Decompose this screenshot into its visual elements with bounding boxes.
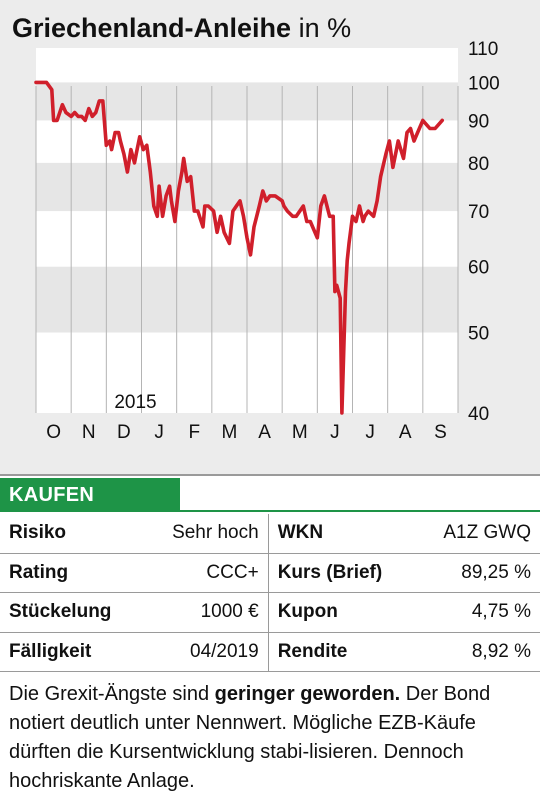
commentary-part1: Die Grexit-Ängste sind	[9, 683, 215, 705]
info-label: Fälligkeit	[0, 632, 130, 672]
y-tick-label: 100	[468, 73, 500, 94]
x-tick-label: D	[117, 422, 131, 443]
y-tick-label: 80	[468, 154, 489, 175]
bond-info-table: Risiko Sehr hoch WKN A1Z GWQ Rating CCC+ Kurs …	[0, 514, 540, 672]
info-row: Stückelung 1000 € Kupon 4,75 %	[0, 592, 540, 633]
x-tick-label: A	[258, 422, 271, 443]
x-tick-label: O	[46, 422, 61, 443]
commentary-part2: Der Bond notiert deutlich unter Nennwert…	[9, 683, 491, 792]
info-value: CCC+	[129, 553, 269, 593]
x-tick-label: M	[292, 422, 308, 443]
x-tick-label: S	[434, 422, 447, 443]
chart-title-unit: in %	[298, 13, 352, 43]
verdict-badge: KAUFEN	[0, 478, 180, 512]
section-divider	[0, 474, 540, 476]
info-value: 04/2019	[129, 632, 269, 672]
y-tick-label: 70	[468, 202, 489, 223]
info-label: WKN	[268, 514, 404, 554]
info-value: 1000 €	[129, 592, 269, 633]
y-tick-label: 40	[468, 404, 489, 425]
info-row: Fälligkeit 04/2019 Rendite 8,92 %	[0, 632, 540, 672]
x-tick-label: N	[82, 422, 96, 443]
info-label: Stückelung	[0, 592, 130, 633]
info-row: Risiko Sehr hoch WKN A1Z GWQ	[0, 514, 540, 554]
info-label: Risiko	[0, 514, 130, 554]
info-value: 8,92 %	[403, 632, 540, 672]
info-label: Kupon	[268, 592, 404, 633]
x-tick-label: J	[330, 422, 340, 443]
info-value: Sehr hoch	[129, 514, 269, 554]
y-tick-label: 50	[468, 323, 489, 344]
commentary-text: Die Grexit-Ängste sind geringer geworden…	[9, 680, 531, 796]
x-tick-label: A	[399, 422, 412, 443]
chart-title: Griechenland-Anleihe in %	[12, 8, 351, 48]
verdict-row: KAUFEN	[0, 478, 540, 512]
x-tick-label: J	[365, 422, 375, 443]
info-value: 4,75 %	[403, 592, 540, 633]
commentary-bold: geringer geworden.	[214, 683, 401, 705]
info-row: Rating CCC+ Kurs (Brief) 89,25 %	[0, 553, 540, 593]
price-line	[34, 80, 445, 415]
x-tick-label: F	[188, 422, 200, 443]
x-tick-label: M	[222, 422, 238, 443]
info-label: Rating	[0, 553, 130, 593]
chart-title-main: Griechenland-Anleihe	[12, 13, 292, 43]
y-tick-label: 110	[468, 39, 498, 60]
year-label: 2015	[114, 392, 156, 413]
info-value: A1Z GWQ	[403, 514, 540, 554]
info-value: 89,25 %	[403, 553, 540, 593]
info-label: Rendite	[268, 632, 404, 672]
x-tick-label: J	[154, 422, 164, 443]
y-tick-label: 60	[468, 258, 489, 279]
verdict-underline	[180, 510, 540, 512]
info-label: Kurs (Brief)	[268, 553, 404, 593]
y-tick-label: 90	[468, 111, 489, 132]
